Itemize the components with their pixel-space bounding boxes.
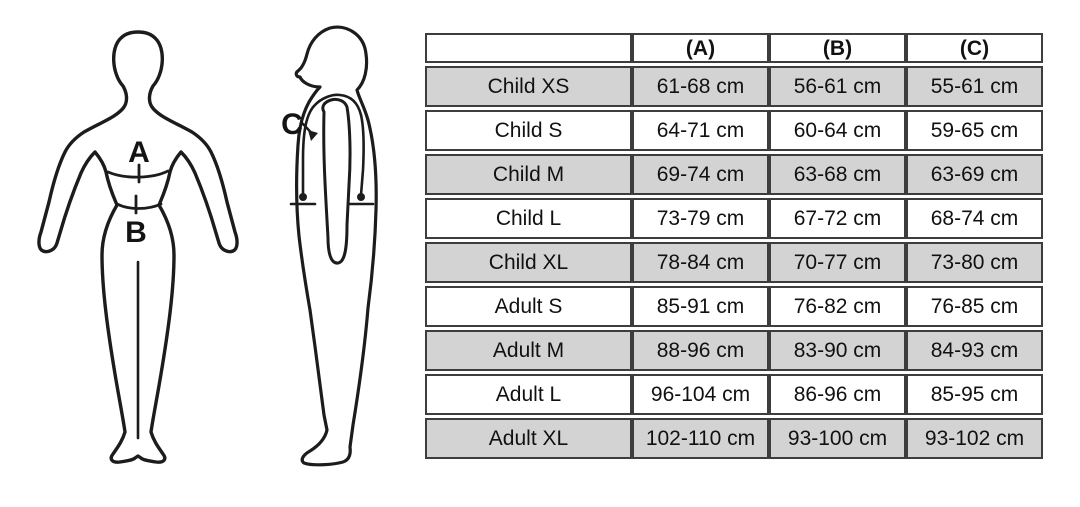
measurement-cell-a: 88-96 cm [632,330,769,371]
size-cell: Adult XL [425,418,632,459]
size-cell: Adult L [425,374,632,415]
table-row-child-s: Child S 64-71 cm 60-64 cm 59-65 cm [425,110,1043,151]
torso-measurement-strap [301,93,365,197]
waist-measurement-line [115,202,163,210]
table-row-adult-m: Adult M 88-96 cm 83-90 cm 84-93 cm [425,330,1043,371]
front-body-outline [37,30,239,464]
measurement-cell-b: 93-100 cm [769,418,906,459]
measurement-cell-a: 96-104 cm [632,374,769,415]
column-header-c: (C) [906,33,1043,63]
measurement-cell-b: 83-90 cm [769,330,906,371]
size-cell: Child S [425,110,632,151]
strap-front-end-dot [299,193,307,201]
measurement-cell-a: 102-110 cm [632,418,769,459]
measurement-cell-c: 76-85 cm [906,286,1043,327]
measurement-cell-c: 93-102 cm [906,418,1043,459]
measurement-cell-a: 69-74 cm [632,154,769,195]
size-measurement-table: (A) (B) (C) Child XS 61-68 cm 56-61 cm 5… [425,30,1043,462]
table-row-child-l: Child L 73-79 cm 67-72 cm 68-74 cm [425,198,1043,239]
table-header-row: (A) (B) (C) [425,33,1043,63]
column-header-b: (B) [769,33,906,63]
front-body-figure-diagram: A B [37,30,239,464]
side-arm-outline [321,97,352,265]
measurement-cell-c: 85-95 cm [906,374,1043,415]
chest-label-a: A [128,136,150,169]
strap-back-end-dot [357,193,365,201]
waist-label-b: B [125,216,147,249]
measurement-cell-a: 85-91 cm [632,286,769,327]
table-row-child-xs: Child XS 61-68 cm 56-61 cm 55-61 cm [425,66,1043,107]
measurement-cell-a: 78-84 cm [632,242,769,283]
size-cell: Adult S [425,286,632,327]
side-body-outline [294,25,378,467]
corner-header-cell [425,33,632,63]
measurement-cell-a: 64-71 cm [632,110,769,151]
size-cell: Child L [425,198,632,239]
table-row-adult-s: Adult S 85-91 cm 76-82 cm 76-85 cm [425,286,1043,327]
side-body-figure-diagram: C [281,25,378,467]
size-cell: Child XS [425,66,632,107]
measurement-cell-b: 60-64 cm [769,110,906,151]
measurement-cell-c: 55-61 cm [906,66,1043,107]
measurement-cell-b: 67-72 cm [769,198,906,239]
measurement-cell-b: 70-77 cm [769,242,906,283]
table-row-child-xl: Child XL 78-84 cm 70-77 cm 73-80 cm [425,242,1043,283]
torso-label-pointer-arrowhead [308,130,318,141]
measurement-cell-b: 56-61 cm [769,66,906,107]
measurement-cell-c: 68-74 cm [906,198,1043,239]
size-cell: Child XL [425,242,632,283]
measurement-cell-a: 73-79 cm [632,198,769,239]
size-cell: Adult M [425,330,632,371]
column-header-a: (A) [632,33,769,63]
measurement-cell-b: 86-96 cm [769,374,906,415]
measurement-cell-c: 84-93 cm [906,330,1043,371]
measurement-cell-a: 61-68 cm [632,66,769,107]
measurement-cell-c: 73-80 cm [906,242,1043,283]
measurement-cell-b: 63-68 cm [769,154,906,195]
table-row-adult-l: Adult L 96-104 cm 86-96 cm 85-95 cm [425,374,1043,415]
measurement-cell-b: 76-82 cm [769,286,906,327]
table-row-child-m: Child M 69-74 cm 63-68 cm 63-69 cm [425,154,1043,195]
measurement-cell-c: 59-65 cm [906,110,1043,151]
size-cell: Child M [425,154,632,195]
torso-label-c: C [281,108,303,141]
table-row-adult-xl: Adult XL 102-110 cm 93-100 cm 93-102 cm [425,418,1043,459]
measurement-cell-c: 63-69 cm [906,154,1043,195]
